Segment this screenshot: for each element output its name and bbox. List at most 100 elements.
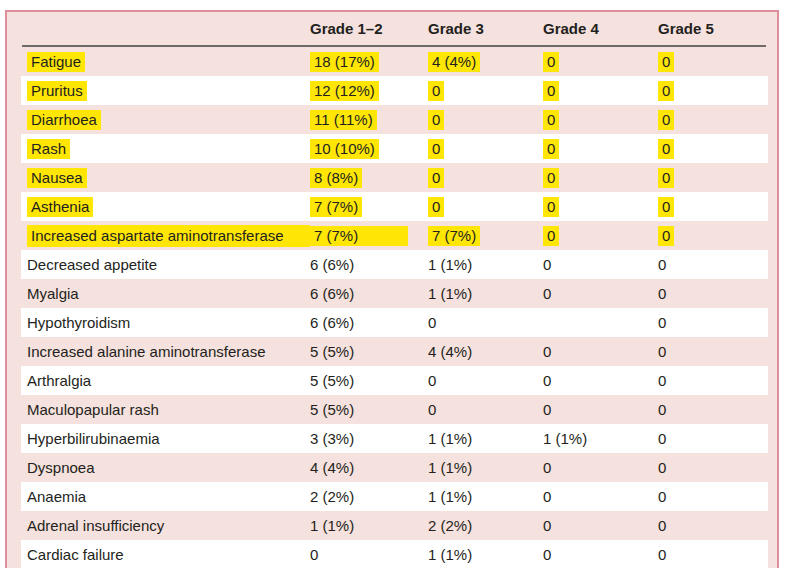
grade-5-value: 0 [658,401,666,418]
adverse-event-label: Increased aspartate aminotransferase [27,225,310,247]
adverse-event-label: Nausea [27,168,87,188]
grade-1-2-value: 8 (8%) [310,168,362,188]
column-header-grade-3: Grade 3 [428,20,484,37]
grade-5-value: 0 [658,197,674,217]
adverse-event-label: Pruritus [27,81,87,101]
adverse-event-label: Diarrhoea [27,110,101,130]
table-row: Adrenal insufficiency 1 (1%) 2 (2%) 0 0 [7,511,777,540]
column-header-grade-1-2: Grade 1–2 [310,20,383,37]
grade-5-value: 0 [658,226,674,246]
table-header: Grade 1–2 Grade 3 Grade 4 Grade 5 [7,12,777,45]
grade-5-value: 0 [658,430,666,447]
grade-3-value: 1 (1%) [428,430,472,447]
grade-4-value: 0 [543,285,551,302]
adverse-event-label: Maculopapular rash [27,401,159,418]
grade-4-value: 0 [543,226,559,246]
grade-4-value: 0 [543,459,551,476]
table-row: Maculopapular rash 5 (5%) 0 0 0 [7,395,777,424]
grade-5-value: 0 [658,110,674,130]
grade-3-value: 0 [428,314,436,331]
adverse-event-label: Myalgia [27,285,79,302]
grade-4-value: 0 [543,168,559,188]
adverse-event-label: Arthralgia [27,372,91,389]
grade-1-2-value: 0 [310,546,318,563]
adverse-event-label: Decreased appetite [27,256,157,273]
grade-4-value: 0 [543,517,551,534]
adverse-event-label: Hypothyroidism [27,314,130,331]
table-row: Increased aspartate aminotransferase 7 (… [7,221,777,250]
grade-5-value: 0 [658,372,666,389]
grade-1-2-value: 7 (7%) [310,197,362,217]
table-row: Cardiac failure 0 1 (1%) 0 0 [7,540,777,568]
grade-3-value: 0 [428,139,444,159]
grade-3-value: 2 (2%) [428,517,472,534]
grade-1-2-value: 6 (6%) [310,256,354,273]
grade-3-value: 4 (4%) [428,52,480,72]
table-row: Pruritus 12 (12%) 0 0 0 [7,76,777,105]
grade-1-2-value: 18 (17%) [310,52,379,72]
grade-4-value: 0 [543,52,559,72]
grade-1-2-value: 5 (5%) [310,343,354,360]
grade-5-value: 0 [658,52,674,72]
grade-3-value: 0 [428,168,444,188]
grade-4-value: 0 [543,546,551,563]
column-header-grade-5: Grade 5 [658,20,714,37]
grade-1-2-value: 5 (5%) [310,372,354,389]
grade-1-2-value: 2 (2%) [310,488,354,505]
grade-5-value: 0 [658,459,666,476]
grade-4-value: 0 [543,343,551,360]
grade-1-2-value: 11 (11%) [310,110,377,130]
grade-3-value: 1 (1%) [428,546,472,563]
grade-3-value: 1 (1%) [428,285,472,302]
grade-3-value: 1 (1%) [428,256,472,273]
table-row: Dyspnoea 4 (4%) 1 (1%) 0 0 [7,453,777,482]
table-row: Fatigue 18 (17%) 4 (4%) 0 0 [7,47,777,76]
grade-3-value: 1 (1%) [428,459,472,476]
grade-3-value: 0 [428,81,444,101]
grade-1-2-value: 6 (6%) [310,314,354,331]
table-row: Increased alanine aminotransferase 5 (5%… [7,337,777,366]
grade-3-value: 7 (7%) [428,226,480,246]
grade-3-value: 4 (4%) [428,343,472,360]
grade-4-value: 0 [543,401,551,418]
table-row: Hyperbilirubinaemia 3 (3%) 1 (1%) 1 (1%)… [7,424,777,453]
grade-5-value: 0 [658,314,666,331]
grade-3-value: 1 (1%) [428,488,472,505]
adverse-event-label: Adrenal insufficiency [27,517,164,534]
grade-1-2-value: 5 (5%) [310,401,354,418]
adverse-events-table-page: Grade 1–2 Grade 3 Grade 4 Grade 5 Fatigu… [0,0,785,568]
adverse-event-label: Dyspnoea [27,459,95,476]
grade-1-2-value: 12 (12%) [310,81,379,101]
grade-3-value: 0 [428,110,444,130]
table-row: Diarrhoea 11 (11%) 0 0 0 [7,105,777,134]
table-body: Fatigue 18 (17%) 4 (4%) 0 0 Pruritus 12 … [7,47,777,568]
column-header-grade-4: Grade 4 [543,20,599,37]
grade-4-value: 0 [543,81,559,101]
table-row: Rash 10 (10%) 0 0 0 [7,134,777,163]
grade-5-value: 0 [658,546,666,563]
grade-4-value: 0 [543,488,551,505]
table-row: Nausea 8 (8%) 0 0 0 [7,163,777,192]
grade-5-value: 0 [658,343,666,360]
grade-3-value: 0 [428,401,436,418]
table-row: Myalgia 6 (6%) 1 (1%) 0 0 [7,279,777,308]
grade-4-value: 0 [543,256,551,273]
table-frame: Grade 1–2 Grade 3 Grade 4 Grade 5 Fatigu… [5,10,779,568]
adverse-event-label: Fatigue [27,52,85,72]
grade-5-value: 0 [658,517,666,534]
grade-4-value: 0 [543,139,559,159]
grade-5-value: 0 [658,488,666,505]
grade-5-value: 0 [658,256,666,273]
grade-3-value: 0 [428,197,444,217]
table-row: Arthralgia 5 (5%) 0 0 0 [7,366,777,395]
grade-4-value: 0 [543,197,559,217]
adverse-event-label: Cardiac failure [27,546,124,563]
adverse-event-label: Anaemia [27,488,86,505]
grade-1-2-value: 10 (10%) [310,139,379,159]
adverse-event-label: Rash [27,139,70,159]
grade-5-value: 0 [658,81,674,101]
table-row: Asthenia 7 (7%) 0 0 0 [7,192,777,221]
grade-1-2-value: 7 (7%) [310,226,408,246]
grade-4-value: 0 [543,110,559,130]
grade-5-value: 0 [658,168,674,188]
